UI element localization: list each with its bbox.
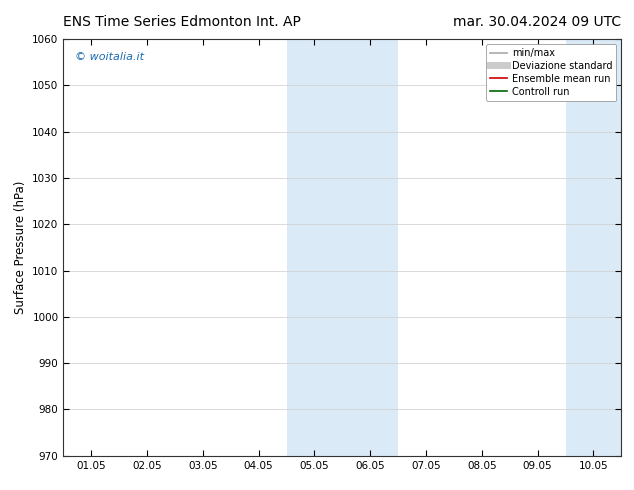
Y-axis label: Surface Pressure (hPa): Surface Pressure (hPa) bbox=[14, 181, 27, 314]
Text: mar. 30.04.2024 09 UTC: mar. 30.04.2024 09 UTC bbox=[453, 15, 621, 29]
Text: ENS Time Series Edmonton Int. AP: ENS Time Series Edmonton Int. AP bbox=[63, 15, 301, 29]
Legend: min/max, Deviazione standard, Ensemble mean run, Controll run: min/max, Deviazione standard, Ensemble m… bbox=[486, 44, 616, 100]
Bar bbox=[566, 39, 621, 456]
Text: © woitalia.it: © woitalia.it bbox=[75, 52, 143, 62]
Bar bbox=[287, 39, 398, 456]
